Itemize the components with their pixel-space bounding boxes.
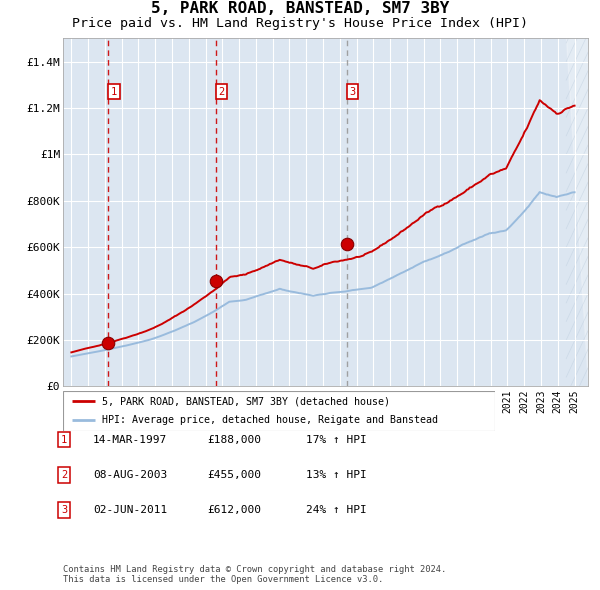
Text: 1: 1	[111, 87, 117, 97]
Text: 08-AUG-2003: 08-AUG-2003	[93, 470, 167, 480]
Polygon shape	[566, 38, 588, 386]
Text: 17% ↑ HPI: 17% ↑ HPI	[306, 435, 367, 444]
Text: £455,000: £455,000	[207, 470, 261, 480]
Text: 1: 1	[61, 435, 67, 444]
Text: 13% ↑ HPI: 13% ↑ HPI	[306, 470, 367, 480]
Text: 02-JUN-2011: 02-JUN-2011	[93, 506, 167, 515]
Text: £612,000: £612,000	[207, 506, 261, 515]
Text: £188,000: £188,000	[207, 435, 261, 444]
Text: 2: 2	[218, 87, 224, 97]
Text: 3: 3	[349, 87, 356, 97]
FancyBboxPatch shape	[63, 391, 495, 431]
Text: 14-MAR-1997: 14-MAR-1997	[93, 435, 167, 444]
Text: Contains HM Land Registry data © Crown copyright and database right 2024.
This d: Contains HM Land Registry data © Crown c…	[63, 565, 446, 584]
Text: 3: 3	[61, 506, 67, 515]
Text: Price paid vs. HM Land Registry's House Price Index (HPI): Price paid vs. HM Land Registry's House …	[72, 17, 528, 30]
Text: 5, PARK ROAD, BANSTEAD, SM7 3BY (detached house): 5, PARK ROAD, BANSTEAD, SM7 3BY (detache…	[102, 396, 390, 407]
Text: HPI: Average price, detached house, Reigate and Banstead: HPI: Average price, detached house, Reig…	[102, 415, 438, 425]
Text: 24% ↑ HPI: 24% ↑ HPI	[306, 506, 367, 515]
Text: 5, PARK ROAD, BANSTEAD, SM7 3BY: 5, PARK ROAD, BANSTEAD, SM7 3BY	[151, 1, 449, 16]
Text: 2: 2	[61, 470, 67, 480]
